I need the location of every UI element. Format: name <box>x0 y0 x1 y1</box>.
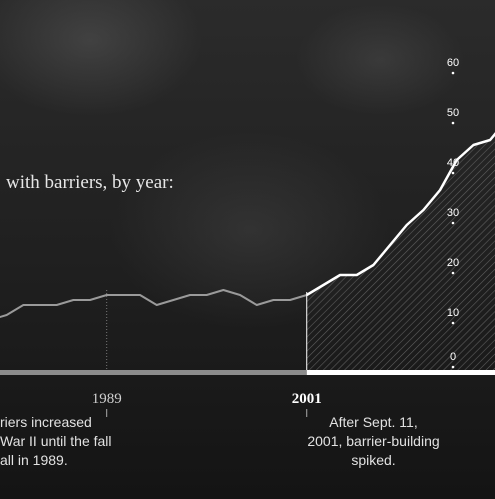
annotation-line: After Sept. 11, <box>329 414 418 430</box>
y-tick-dot-60 <box>451 71 455 75</box>
series-line-post-2001 <box>306 132 495 297</box>
y-tick-label-50: 50 <box>447 107 459 119</box>
axis-bar-pre-2001 <box>0 370 307 375</box>
annotation-line: spiked. <box>351 452 396 468</box>
y-tick-label-0: 0 <box>450 351 456 363</box>
chart-subtitle: with barriers, by year: <box>6 172 174 193</box>
axis-bar-post-2001 <box>306 370 495 375</box>
x-tick-label-2001: 2001 <box>292 391 322 407</box>
y-tick-label-10: 10 <box>447 307 459 319</box>
annotation-line: riers increased <box>0 414 92 430</box>
y-tick-dot-40 <box>451 171 455 175</box>
x-tick-label-1989: 1989 <box>92 391 122 407</box>
y-tick-label-40: 40 <box>447 157 459 169</box>
annotation-post-2001: After Sept. 11, 2001, barrier-building s… <box>291 413 456 470</box>
y-tick-dot-30 <box>451 221 455 225</box>
y-tick-label-60: 60 <box>447 57 459 69</box>
y-tick-dot-0 <box>451 365 455 369</box>
y-tick-label-20: 20 <box>447 257 459 269</box>
annotation-pre-1989: riers increased War II until the fall al… <box>0 413 140 470</box>
y-tick-label-30: 30 <box>447 207 459 219</box>
series-line-pre-2001 <box>0 289 308 319</box>
annotation-line: 2001, barrier-building <box>307 433 440 449</box>
y-tick-dot-50 <box>451 121 455 125</box>
annotation-line: all in 1989. <box>0 452 68 468</box>
shaded-area <box>306 134 495 370</box>
annotation-line: War II until the fall <box>0 433 112 449</box>
y-tick-dot-20 <box>451 271 455 275</box>
y-tick-dot-10 <box>451 321 455 325</box>
